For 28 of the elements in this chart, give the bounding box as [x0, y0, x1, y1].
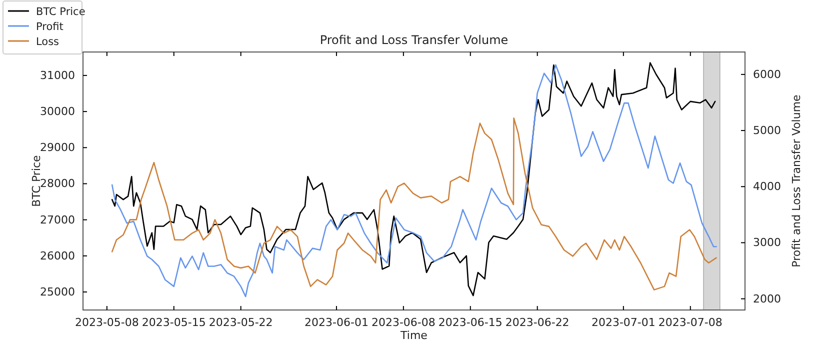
x-tick-label: 2023-07-01	[591, 316, 656, 329]
x-tick-label: 2023-05-22	[208, 316, 273, 329]
y-tick-label: 30000	[40, 105, 75, 118]
x-tick-label: 2023-05-08	[74, 316, 139, 329]
x-axis-title: Time	[400, 329, 428, 342]
y2-tick-label: 3000	[753, 236, 781, 250]
y2-tick-label: 6000	[753, 68, 781, 81]
chart-title: Profit and Loss Transfer Volume	[320, 33, 508, 47]
x-tick-label: 2023-06-15	[438, 316, 502, 329]
legend-label: BTC Price	[36, 6, 86, 18]
y2-tick-label: 2000	[753, 292, 781, 306]
y-tick-label: 25000	[40, 285, 75, 298]
y-tick-label: 31000	[40, 68, 75, 82]
line-series	[111, 118, 717, 290]
y-tick-label: 27000	[40, 213, 75, 226]
x-tick-label: 2023-07-08	[658, 316, 722, 329]
y-tick-label: 29000	[40, 141, 75, 154]
y2-tick-label: 5000	[753, 124, 781, 138]
legend-label: Profit	[36, 21, 64, 33]
x-tick-label: 2023-05-15	[142, 316, 206, 329]
x-tick-label: 2023-06-08	[371, 316, 436, 329]
y2-axis-title: Profit and Loss Transfer Volume	[790, 94, 803, 268]
y-tick-label: 28000	[40, 177, 75, 190]
y2-tick-label: 4000	[753, 180, 781, 194]
x-tick-label: 2023-06-01	[304, 316, 368, 329]
x-tick-label: 2023-06-22	[505, 316, 570, 329]
legend-label: Loss	[36, 36, 60, 48]
y-tick-label: 26000	[40, 249, 75, 262]
